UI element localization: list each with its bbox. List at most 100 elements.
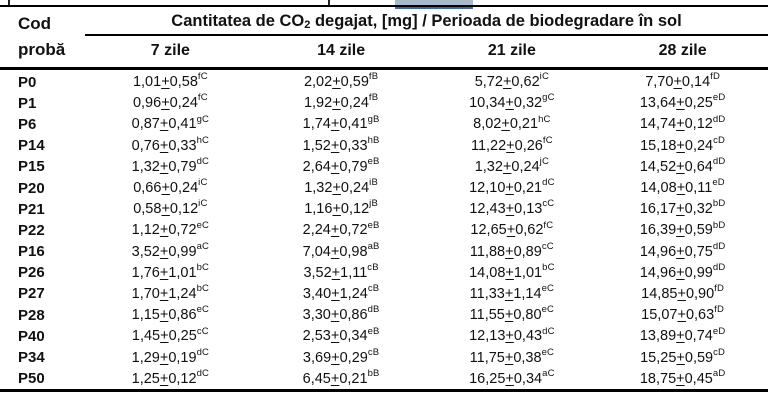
significance-superscript: bC xyxy=(196,261,210,273)
significance-superscript: bC xyxy=(196,283,210,295)
significance-superscript: gC xyxy=(196,113,210,125)
row-code: P26 xyxy=(18,264,45,282)
plus-minus-sign: + xyxy=(159,285,169,302)
significance-superscript: bB xyxy=(367,367,380,379)
data-cell: 15,25+0,59cD xyxy=(597,346,768,366)
data-cell: 10,34+0,32gC xyxy=(427,92,598,112)
data-cell: 11,88+0,89cC xyxy=(427,240,598,260)
row-code: P21 xyxy=(18,200,45,218)
mean-value: 3,30 xyxy=(302,307,331,324)
std-deviation: 0,62 xyxy=(515,222,544,239)
selection-highlight-remnant xyxy=(395,0,473,9)
data-cell: 14,85+0,90fD xyxy=(597,284,768,302)
significance-superscript: dD xyxy=(712,113,726,125)
data-cell: 1,12+0,72eC xyxy=(85,220,256,238)
significance-superscript: cC xyxy=(541,240,554,252)
mean-value: 15,07 xyxy=(641,307,678,324)
row-code: P1 xyxy=(18,94,37,112)
mean-value: 1,92 xyxy=(303,95,333,112)
plus-minus-sign: + xyxy=(505,264,514,281)
plus-minus-sign: + xyxy=(505,328,514,345)
plus-minus-sign: + xyxy=(504,307,514,324)
table-row-P6: P6 0,87+0,41gC 1,74+0,41gB 8,02+0,21hC 14,74… xyxy=(0,114,768,135)
mean-value: 15,25 xyxy=(640,349,677,366)
plus-minus-sign: + xyxy=(159,243,169,260)
row-code: P50 xyxy=(18,370,45,388)
plus-minus-sign: + xyxy=(505,370,514,387)
std-deviation: 0,11 xyxy=(685,180,713,197)
std-deviation: 0,33 xyxy=(339,137,368,154)
table-row-P26: P26 1,76+1,01bC 3,52+1,11cB 14,08+1,01bC 14,… xyxy=(0,262,768,283)
significance-superscript: eD xyxy=(712,325,726,337)
significance-superscript: gC xyxy=(542,92,555,104)
data-cell: 12,65+0,62fC xyxy=(427,220,598,239)
mean-value: 2,53 xyxy=(302,328,331,345)
data-cell: 13,64+0,25eD xyxy=(597,93,768,112)
significance-superscript: cD xyxy=(713,346,726,358)
mean-value: 7,04 xyxy=(302,243,331,260)
plus-minus-sign: + xyxy=(159,370,169,387)
data-cell: 1,45+0,25cC xyxy=(85,326,256,344)
std-deviation: 0,34 xyxy=(339,328,368,345)
plus-minus-sign: + xyxy=(330,370,340,387)
plus-minus-sign: + xyxy=(505,95,514,112)
std-deviation: 0,86 xyxy=(339,307,368,324)
data-cell: 2,64+0,79eB xyxy=(256,157,427,175)
significance-superscript: fC xyxy=(197,71,208,83)
data-cell: 1,76+1,01bC xyxy=(85,261,256,281)
std-deviation: 0,79 xyxy=(168,158,197,175)
significance-superscript: dD xyxy=(712,156,726,168)
std-deviation: 0,32 xyxy=(684,201,713,218)
table-row-P27: P27 1,70+1,24bC 3,40+1,24cB 11,33+1,14eC 14,… xyxy=(0,283,768,304)
significance-superscript: iB xyxy=(369,177,379,189)
border-remnant-tick xyxy=(8,0,10,6)
mean-value: 14,96 xyxy=(639,243,677,260)
std-deviation: 1,01 xyxy=(513,264,543,281)
plus-minus-sign: + xyxy=(506,222,516,239)
mean-value: 13,64 xyxy=(639,95,677,112)
biodegradation-table: Cod probă Cantitatea de CO2 degajat, [mg… xyxy=(0,5,768,393)
plus-minus-sign: + xyxy=(332,95,341,112)
std-deviation: 0,33 xyxy=(168,137,197,154)
mean-value: 0,58 xyxy=(133,201,162,218)
std-deviation: 0,24 xyxy=(340,95,369,112)
row-code: P15 xyxy=(18,158,45,176)
significance-superscript: eC xyxy=(196,304,210,316)
border-remnant-tick xyxy=(328,0,330,6)
mean-value: 12,43 xyxy=(469,201,506,218)
std-deviation: 0,59 xyxy=(684,222,713,239)
mean-value: 7,70 xyxy=(645,74,674,91)
plus-minus-sign: + xyxy=(676,116,685,133)
std-deviation: 0,32 xyxy=(513,95,543,112)
plus-minus-sign: + xyxy=(676,201,685,218)
std-deviation: 0,99 xyxy=(684,264,713,281)
data-cell: 1,25+0,12dC xyxy=(85,369,256,387)
data-cell: 1,01+0,58fC xyxy=(85,71,256,90)
mean-value: 0,87 xyxy=(131,116,160,133)
std-deviation: 0,79 xyxy=(339,158,368,175)
mean-value: 1,16 xyxy=(304,201,333,218)
mean-value: 11,88 xyxy=(469,243,506,260)
plus-minus-sign: + xyxy=(502,74,512,91)
mean-value: 14,96 xyxy=(639,264,677,281)
std-deviation: 0,41 xyxy=(168,116,197,133)
mean-value: 1,76 xyxy=(131,264,160,281)
data-cell: 11,55+0,80eC xyxy=(427,304,598,324)
std-deviation: 0,21 xyxy=(513,180,543,197)
plus-minus-sign: + xyxy=(331,285,340,302)
mean-value: 14,08 xyxy=(640,180,677,197)
significance-superscript: hC xyxy=(538,113,551,125)
std-deviation: 0,26 xyxy=(514,137,543,154)
data-cell: 12,43+0,13cC xyxy=(427,199,598,218)
plus-minus-sign: + xyxy=(676,137,685,154)
period-header-21-zile: 21 zile xyxy=(487,42,536,59)
period-header-28-zile: 28 zile xyxy=(658,42,707,59)
significance-superscript: cB xyxy=(367,283,380,295)
data-cell: 1,74+0,41gB xyxy=(256,114,427,132)
mean-value: 18,75 xyxy=(639,370,677,387)
data-cell: 12,13+0,43dC xyxy=(427,326,598,345)
significance-superscript: eC xyxy=(541,304,555,316)
significance-superscript: fB xyxy=(368,92,379,104)
plus-minus-sign: + xyxy=(676,328,685,345)
std-deviation: 0,63 xyxy=(685,307,715,324)
